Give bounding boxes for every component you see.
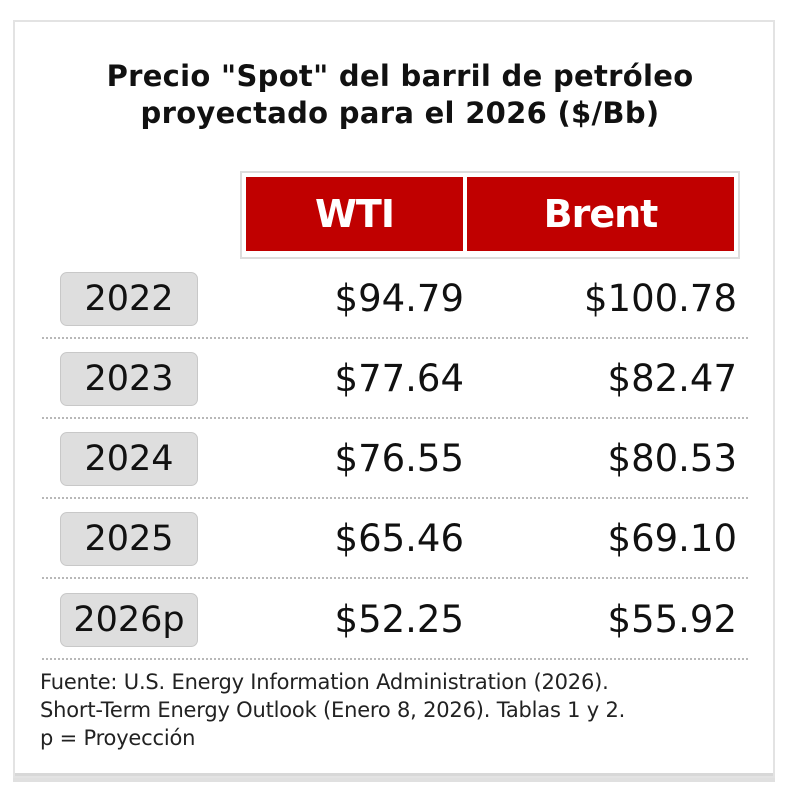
wti-value: $52.25	[334, 598, 464, 641]
brent-value: $55.92	[607, 598, 737, 641]
row-divider	[42, 577, 748, 579]
wti-value: $76.55	[334, 437, 464, 480]
table-row: 2026p $52.25 $55.92	[42, 580, 748, 660]
column-header-brent: Brent	[467, 177, 734, 251]
wti-value: $65.46	[334, 517, 464, 560]
source-note: Fuente: U.S. Energy Information Administ…	[40, 668, 770, 752]
year-badge: 2022	[60, 272, 198, 326]
table-row: 2025 $65.46 $69.10	[42, 499, 748, 579]
table-row: 2022 $94.79 $100.78	[42, 259, 748, 339]
table-row: 2023 $77.64 $82.47	[42, 339, 748, 419]
title-line-2: proyectado para el 2026 ($/Bb)	[140, 96, 660, 130]
wti-value: $77.64	[334, 357, 464, 400]
brent-value: $82.47	[607, 357, 737, 400]
year-badge: 2026p	[60, 593, 198, 647]
row-divider	[42, 417, 748, 419]
table-header: WTI Brent	[240, 171, 740, 259]
table-row: 2024 $76.55 $80.53	[42, 419, 748, 499]
projection-legend: p = Proyección	[40, 726, 196, 750]
column-header-wti: WTI	[246, 177, 463, 251]
brent-value: $80.53	[607, 437, 737, 480]
row-divider	[42, 658, 748, 660]
wti-value: $94.79	[334, 277, 464, 320]
title-line-1: Precio "Spot" del barril de petróleo	[106, 59, 694, 93]
chart-title: Precio "Spot" del barril de petróleo pro…	[0, 58, 800, 132]
brent-value: $69.10	[607, 517, 737, 560]
year-badge: 2023	[60, 352, 198, 406]
year-badge: 2024	[60, 432, 198, 486]
source-line-2: Short-Term Energy Outlook (Enero 8, 2026…	[40, 698, 626, 722]
row-divider	[42, 497, 748, 499]
year-badge: 2025	[60, 512, 198, 566]
source-line-1: Fuente: U.S. Energy Information Administ…	[40, 670, 609, 694]
brent-value: $100.78	[583, 277, 737, 320]
row-divider	[42, 337, 748, 339]
